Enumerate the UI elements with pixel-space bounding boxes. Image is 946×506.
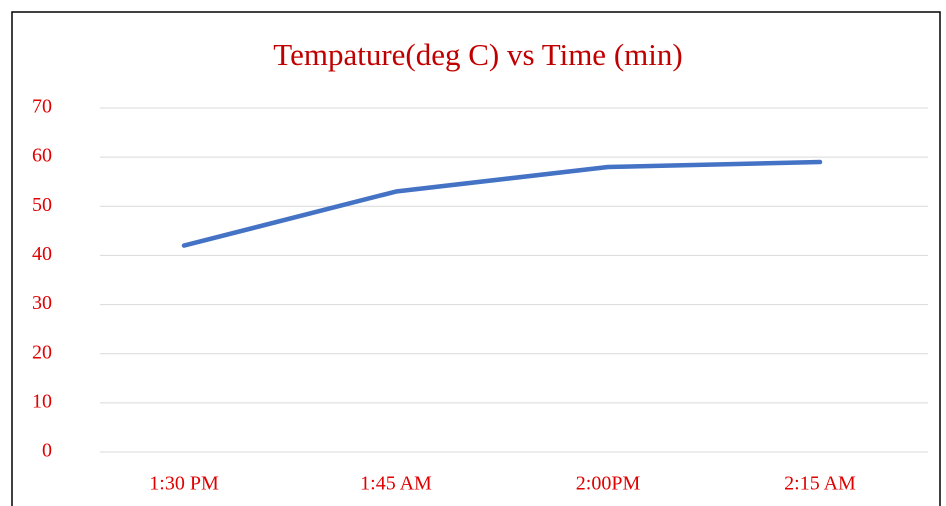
x-tick-label: 1:30 PM xyxy=(149,473,219,495)
x-tick-label: 2:15 AM xyxy=(784,473,856,495)
y-tick-label: 20 xyxy=(32,341,52,363)
y-tick-label: 60 xyxy=(32,145,52,167)
y-tick-label: 30 xyxy=(32,292,52,314)
data-line xyxy=(181,159,823,248)
x-tick-label: 1:45 AM xyxy=(360,473,432,495)
y-tick-label: 10 xyxy=(32,390,52,412)
chart-frame xyxy=(11,11,941,506)
y-tick-label: 50 xyxy=(32,194,52,216)
y-tick-label: 40 xyxy=(32,243,52,265)
y-tick-label: 70 xyxy=(32,96,52,118)
x-tick-label: 2:00PM xyxy=(576,473,641,495)
chart-title: Tempature(deg C) vs Time (min) xyxy=(273,37,682,72)
y-tick-label: 0 xyxy=(42,440,52,462)
